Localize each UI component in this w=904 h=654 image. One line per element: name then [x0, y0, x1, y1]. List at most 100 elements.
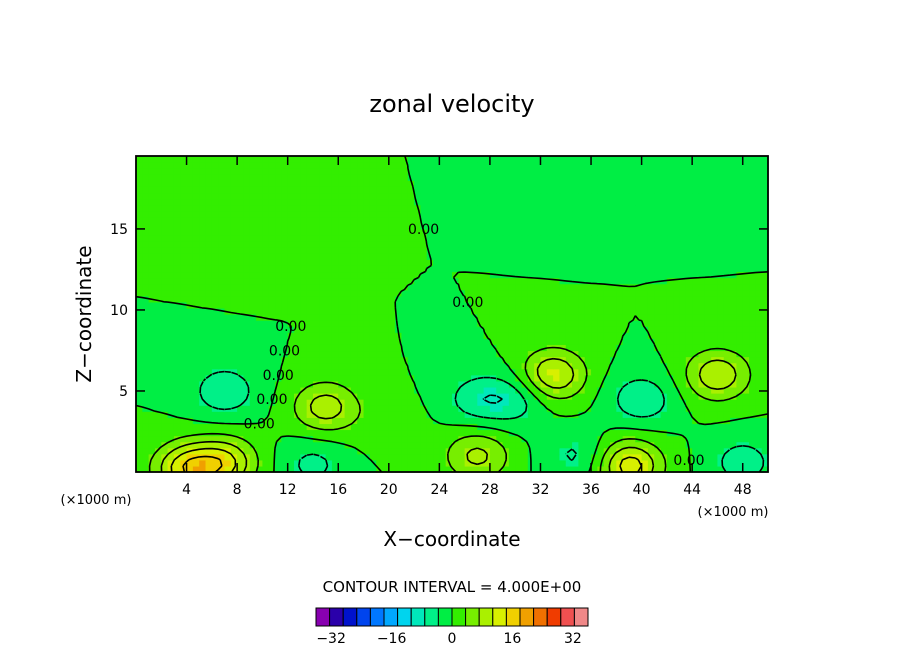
heatmap-cell	[211, 198, 219, 206]
heatmap-cell	[572, 301, 579, 309]
heatmap-cell	[237, 386, 245, 394]
heatmap-cell	[692, 423, 700, 431]
heatmap-cell	[325, 399, 333, 406]
heatmap-cell	[350, 429, 358, 437]
heatmap-cell	[300, 447, 308, 455]
heatmap-cell	[546, 168, 554, 175]
heatmap-cell	[186, 435, 194, 443]
heatmap-cell	[414, 465, 421, 473]
heatmap-cell	[546, 362, 554, 370]
heatmap-cell	[256, 222, 263, 230]
heatmap-cell	[325, 320, 333, 327]
heatmap-cell	[464, 380, 472, 388]
heatmap-cell	[698, 301, 706, 309]
heatmap-cell	[192, 374, 200, 382]
heatmap-cell	[578, 332, 586, 339]
heatmap-cell	[717, 198, 725, 206]
heatmap-cell	[698, 344, 706, 352]
heatmap-cell	[331, 210, 339, 218]
heatmap-cell	[540, 338, 548, 345]
heatmap-cell	[325, 180, 333, 187]
heatmap-cell	[281, 216, 289, 224]
heatmap-cell	[736, 307, 744, 315]
heatmap-cell	[249, 338, 257, 345]
heatmap-cell	[325, 198, 333, 206]
heatmap-cell	[452, 435, 459, 443]
heatmap-cell	[249, 192, 257, 200]
heatmap-cell	[319, 459, 327, 467]
heatmap-cell	[685, 228, 693, 236]
heatmap-cell	[287, 301, 295, 309]
heatmap-cell	[148, 374, 156, 382]
heatmap-cell	[376, 210, 384, 218]
heatmap-cell	[376, 192, 384, 200]
heatmap-cell	[749, 447, 756, 455]
heatmap-cell	[761, 283, 769, 291]
heatmap-cell	[363, 271, 371, 279]
heatmap-cell	[211, 235, 219, 242]
heatmap-cell	[142, 374, 150, 382]
heatmap-cell	[698, 399, 706, 406]
heatmap-cell	[489, 362, 497, 370]
heatmap-cell	[173, 198, 181, 206]
heatmap-cell	[679, 198, 687, 206]
heatmap-cell	[692, 235, 700, 242]
heatmap-cell	[527, 283, 535, 291]
heatmap-cell	[218, 411, 226, 418]
heatmap-cell	[584, 417, 592, 424]
heatmap-cell	[319, 344, 327, 352]
heatmap-cell	[395, 459, 403, 467]
heatmap-cell	[319, 441, 327, 449]
heatmap-cell	[534, 350, 542, 358]
heatmap-cell	[572, 393, 579, 400]
heatmap-cell	[306, 429, 314, 437]
heatmap-cell	[344, 168, 352, 175]
heatmap-cell	[717, 307, 725, 315]
heatmap-cell	[388, 253, 396, 260]
heatmap-cell	[477, 174, 485, 181]
heatmap-cell	[142, 204, 150, 212]
heatmap-cell	[622, 198, 630, 206]
heatmap-cell	[736, 399, 744, 406]
heatmap-cell	[180, 271, 188, 279]
heatmap-cell	[641, 332, 649, 339]
heatmap-cell	[616, 314, 624, 321]
heatmap-cell	[287, 186, 295, 194]
heatmap-cell	[439, 247, 447, 254]
heatmap-cell	[300, 168, 308, 175]
heatmap-cell	[445, 314, 453, 321]
heatmap-cell	[572, 247, 579, 254]
heatmap-cell	[344, 393, 352, 400]
heatmap-cell	[685, 435, 693, 443]
heatmap-cell	[167, 362, 175, 370]
heatmap-cell	[591, 338, 598, 345]
heatmap-cell	[610, 186, 617, 194]
heatmap-cell	[515, 192, 523, 200]
heatmap-cell	[439, 277, 447, 285]
heatmap-cell	[755, 271, 763, 279]
heatmap-cell	[717, 168, 725, 175]
heatmap-cell	[553, 228, 561, 236]
heatmap-cell	[458, 380, 466, 388]
heatmap-cell	[489, 222, 497, 230]
heatmap-cell	[395, 441, 403, 449]
heatmap-cell	[338, 368, 346, 376]
heatmap-cell	[376, 180, 384, 187]
heatmap-cell	[161, 332, 169, 339]
heatmap-cell	[616, 192, 624, 200]
heatmap-cell	[565, 174, 573, 181]
heatmap-cell	[578, 393, 586, 400]
heatmap-cell	[755, 174, 763, 181]
heatmap-cell	[243, 411, 251, 418]
heatmap-cell	[363, 174, 371, 181]
heatmap-cell	[742, 326, 750, 333]
heatmap-cell	[515, 423, 523, 431]
heatmap-cell	[496, 247, 504, 254]
heatmap-cell	[243, 210, 251, 218]
heatmap-cell	[420, 338, 428, 345]
heatmap-cell	[136, 338, 143, 345]
heatmap-cell	[262, 235, 270, 242]
heatmap-cell	[755, 459, 763, 467]
heatmap-cell	[306, 168, 314, 175]
heatmap-cell	[452, 307, 459, 315]
